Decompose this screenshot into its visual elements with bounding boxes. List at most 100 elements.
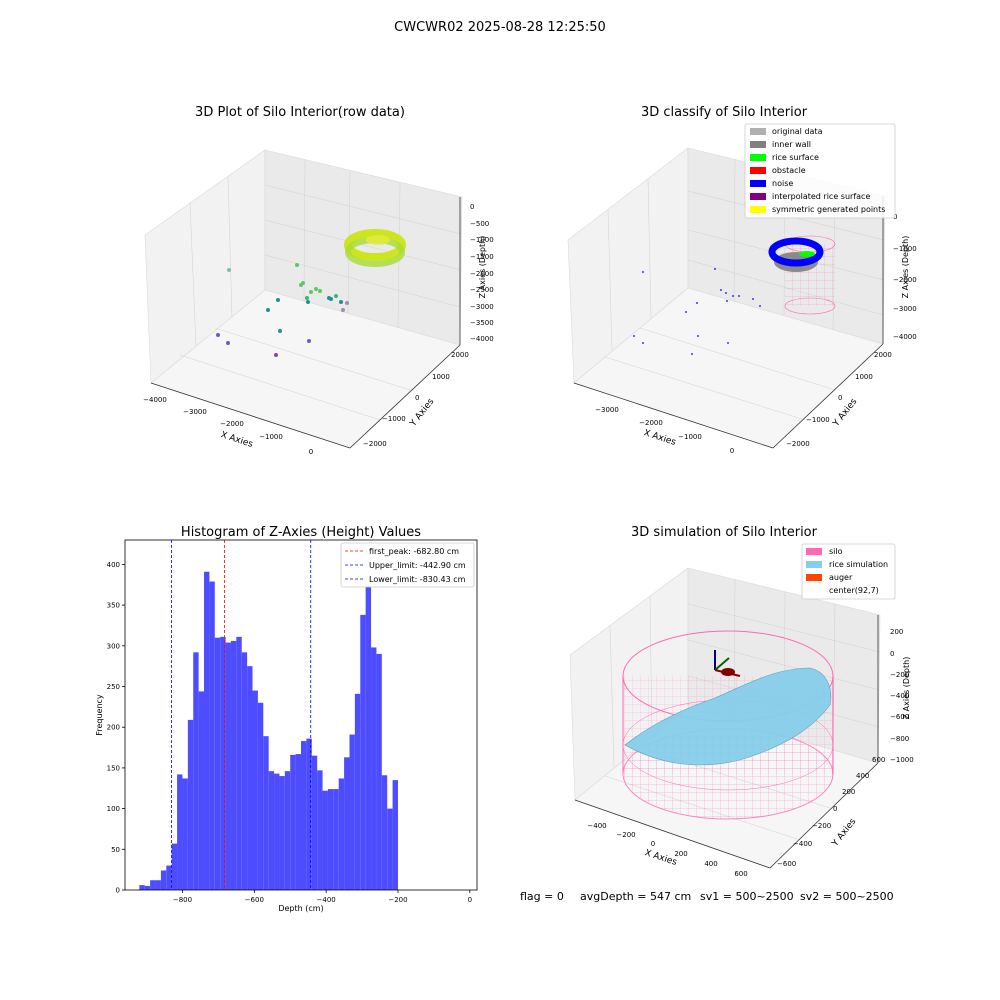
noise-ring [768, 237, 824, 267]
x-axis-line [573, 382, 774, 449]
histogram-bar [360, 614, 366, 890]
noise-point [642, 271, 644, 273]
histogram-bar [301, 741, 307, 890]
x-tick-labels: −400 −200 0 200 400 600 [587, 822, 747, 878]
y-tick-label: 50 [111, 846, 120, 854]
noise-point [691, 353, 693, 355]
histogram-bar [220, 636, 226, 890]
y-ticks: 0 50 100 150 200 250 300 350 400 [107, 561, 125, 895]
histogram-bar [187, 719, 194, 890]
y-tick-label: 0 [116, 887, 120, 895]
histogram-bar [247, 666, 253, 890]
legend-swatch [750, 154, 766, 161]
z-tick-labels: 0 −500 −1000 −1500 −2000 −2500 −3000 −35… [470, 203, 494, 343]
histogram-bar [160, 870, 167, 890]
y-tick-label: 400 [107, 561, 120, 569]
histogram-bar [230, 640, 237, 890]
histogram-bar [311, 755, 318, 890]
x-tick-label: −3000 [183, 408, 207, 416]
x-tick-label: −400 [317, 896, 336, 904]
data-point [274, 353, 278, 357]
data-point [309, 290, 313, 294]
y-tick-label: 200 [842, 788, 855, 796]
legend-swatch [806, 561, 822, 568]
panel-title: Histogram of Z-Axies (Height) Values [181, 525, 421, 540]
histogram-bar [295, 754, 301, 890]
histogram-bar [241, 652, 248, 890]
z-tick-labels: 200 0 −200 −400 −600 −800 −1000 [890, 628, 914, 764]
y-tick-label: 1000 [855, 373, 873, 381]
histogram-bar [150, 880, 156, 890]
panel-simulation-3d: 3D simulation of Silo Interior [569, 525, 914, 878]
z-tick-label: −1500 [470, 253, 494, 261]
x-tick-labels: −4000 −3000 −2000 −1000 0 [143, 396, 313, 456]
x-axis-label: X Axies [219, 430, 254, 450]
x-tick-label: −1000 [259, 433, 283, 441]
noise-point [714, 268, 716, 270]
z-tick-label: −1000 [893, 245, 917, 253]
histogram-bar [236, 636, 242, 890]
histogram-bar [349, 734, 355, 890]
x-tick-label: 200 [674, 850, 687, 858]
avg-depth-text: avgDepth = 547 cm [580, 890, 691, 903]
legend-label: Upper_limit: -442.90 cm [369, 561, 466, 570]
legend: silo rice simulation auger center(92,7) [801, 543, 896, 600]
x-tick-label: −2000 [220, 420, 244, 428]
x-tick-label: 0 [651, 840, 655, 848]
data-point [329, 297, 333, 301]
reference-lines [171, 540, 312, 890]
sv2-text: sv2 = 500~2500 [800, 890, 894, 903]
histogram-bar [155, 880, 161, 890]
histogram-bar [279, 776, 285, 890]
y-tick-labels: −2000 −1000 0 1000 2000 [786, 351, 892, 448]
data-point [276, 298, 280, 302]
z-axis-label: Z Axies (Depth) [902, 657, 911, 720]
legend-swatch [750, 206, 766, 213]
z-tick-label: 0 [470, 203, 474, 211]
ring-point-cloud [366, 235, 390, 245]
panel-raw-3d: 3D Plot of Silo Interior(row data) −4000… [143, 105, 494, 456]
legend-swatch [750, 193, 766, 200]
y-tick-label: −1000 [382, 415, 406, 423]
histogram-bars [139, 553, 398, 890]
legend-label: first_peak: -682.80 cm [369, 547, 459, 556]
z-tick-label: −3500 [470, 319, 494, 327]
x-axis-label: X Axies [643, 848, 678, 868]
y-tick-label: 150 [107, 764, 120, 772]
data-point [314, 287, 318, 291]
y-axis-line [349, 344, 461, 449]
noise-point [642, 342, 644, 344]
histogram-bar [327, 789, 334, 890]
histogram-bar [198, 691, 205, 890]
legend-swatch [806, 548, 822, 555]
x-tick-label: 0 [730, 447, 734, 455]
histogram-bar [392, 780, 398, 890]
histogram-bar [193, 652, 199, 890]
z-tick-label: −200 [890, 671, 909, 679]
data-point [345, 301, 349, 305]
scatter-points [216, 263, 349, 357]
histogram-bar [338, 778, 345, 890]
silo-cluster [768, 235, 836, 315]
x-axis-line [150, 382, 351, 449]
legend-frame [744, 123, 896, 219]
plot-frame [124, 539, 478, 891]
z-tick-label: 200 [890, 628, 903, 636]
noise-points [633, 268, 761, 355]
z-tick-label: −1000 [470, 236, 494, 244]
y-axis-label: Frequency [95, 694, 104, 736]
legend-label: interpolated rice surface [772, 192, 870, 201]
auger [714, 650, 741, 677]
x-tick-label: 0 [309, 448, 313, 456]
data-point [334, 294, 338, 298]
rice-surface-patch [799, 251, 815, 257]
noise-point [696, 302, 698, 304]
histogram-bar [252, 690, 258, 890]
histogram-bar [171, 843, 178, 890]
rice-surface [624, 667, 832, 766]
noise-point [752, 298, 754, 300]
noise-point [726, 300, 728, 302]
legend-swatch [750, 141, 766, 148]
y-tick-label: 400 [856, 772, 869, 780]
x-tick-labels: −3000 −2000 −1000 0 [595, 406, 734, 455]
